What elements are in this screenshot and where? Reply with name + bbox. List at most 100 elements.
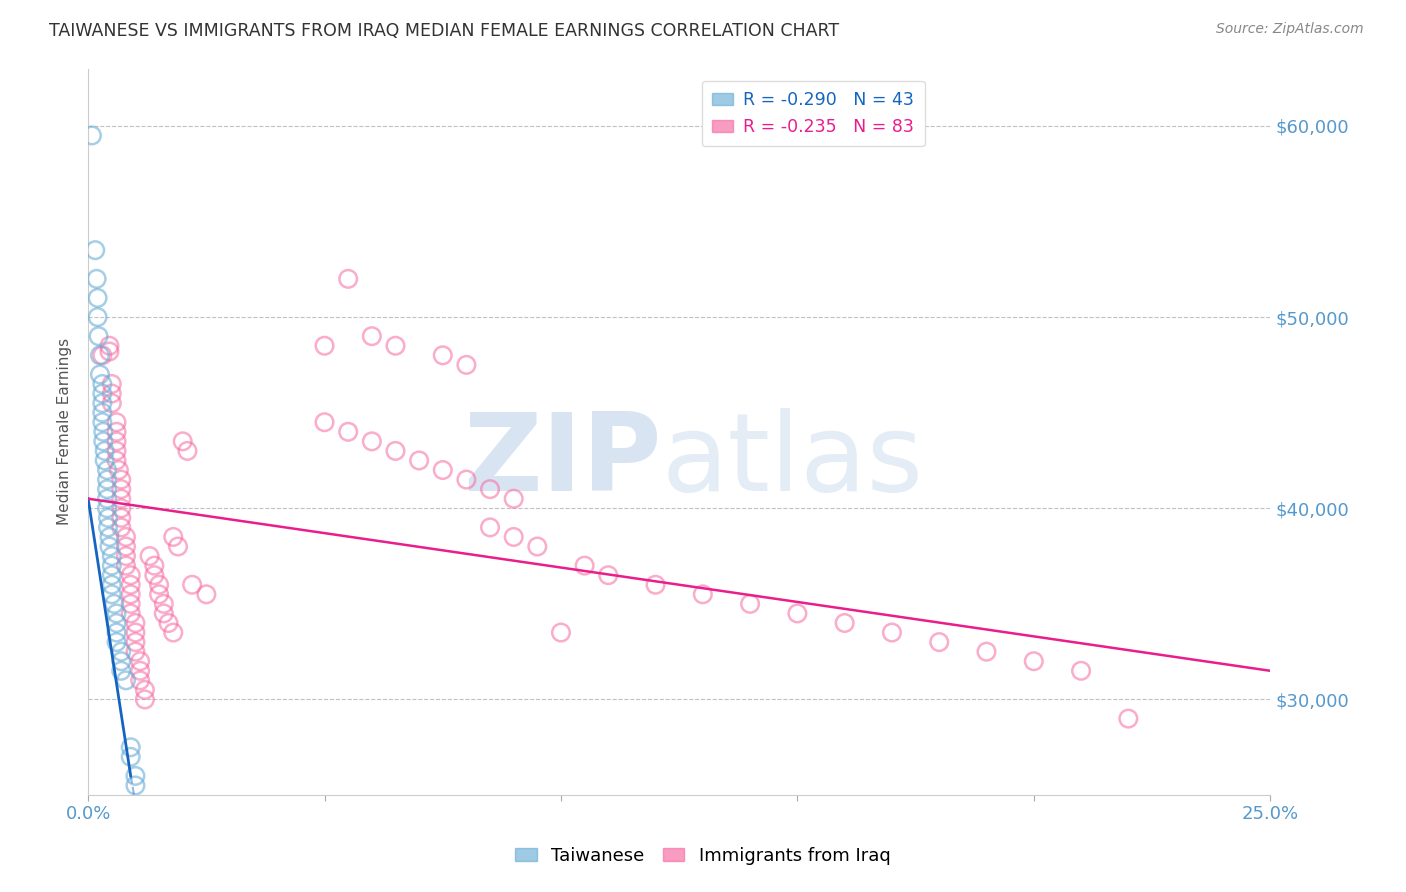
Point [86, 310, 108, 324]
Point [86, 291, 108, 305]
Point [91, 425, 114, 439]
Point [105, 453, 128, 467]
Point [360, 434, 382, 449]
Point [105, 425, 128, 439]
Point [162, 625, 184, 640]
Point [105, 444, 128, 458]
Point [148, 587, 170, 601]
Point [110, 520, 132, 534]
Point [86, 272, 108, 286]
Point [110, 645, 132, 659]
Point [195, 587, 218, 601]
Point [124, 625, 146, 640]
Point [101, 568, 124, 582]
Point [91, 348, 114, 362]
Point [96, 482, 118, 496]
Point [976, 645, 998, 659]
Point [124, 615, 146, 630]
Point [110, 511, 132, 525]
Point [786, 607, 808, 621]
Point [337, 272, 360, 286]
Point [101, 549, 124, 563]
Y-axis label: Median Female Earnings: Median Female Earnings [58, 338, 72, 525]
Point [120, 597, 142, 611]
Point [479, 482, 502, 496]
Point [97, 520, 120, 534]
Point [176, 444, 198, 458]
Point [98, 339, 121, 353]
Point [120, 607, 142, 621]
Point [87, 329, 110, 343]
Point [91, 396, 114, 410]
Point [115, 673, 138, 688]
Point [408, 453, 430, 467]
Point [129, 654, 152, 668]
Point [105, 635, 128, 649]
Text: Source: ZipAtlas.com: Source: ZipAtlas.com [1216, 22, 1364, 37]
Point [928, 635, 950, 649]
Point [181, 578, 204, 592]
Point [148, 578, 170, 592]
Point [502, 491, 524, 506]
Text: TAIWANESE VS IMMIGRANTS FROM IRAQ MEDIAN FEMALE EARNINGS CORRELATION CHART: TAIWANESE VS IMMIGRANTS FROM IRAQ MEDIAN… [49, 22, 839, 40]
Point [1118, 712, 1140, 726]
Point [96, 463, 118, 477]
Point [162, 530, 184, 544]
Point [124, 635, 146, 649]
Point [105, 607, 128, 621]
Point [101, 396, 124, 410]
Point [91, 406, 114, 420]
Point [574, 558, 596, 573]
Point [110, 491, 132, 506]
Point [105, 625, 128, 640]
Point [550, 625, 572, 640]
Point [96, 501, 118, 516]
Point [96, 491, 118, 506]
Point [134, 682, 156, 697]
Point [432, 463, 454, 477]
Point [479, 520, 502, 534]
Point [153, 597, 176, 611]
Point [96, 473, 118, 487]
Point [880, 625, 903, 640]
Point [110, 501, 132, 516]
Point [91, 386, 114, 401]
Point [337, 425, 360, 439]
Point [598, 568, 620, 582]
Point [115, 530, 138, 544]
Point [110, 482, 132, 496]
Point [120, 740, 142, 755]
Point [502, 530, 524, 544]
Point [98, 530, 121, 544]
Point [456, 358, 478, 372]
Point [692, 587, 714, 601]
Point [110, 664, 132, 678]
Legend: R = -0.290   N = 43, R = -0.235   N = 83: R = -0.290 N = 43, R = -0.235 N = 83 [702, 81, 925, 146]
Point [120, 568, 142, 582]
Point [103, 597, 125, 611]
Point [384, 339, 406, 353]
Point [456, 473, 478, 487]
Point [157, 615, 180, 630]
Point [129, 664, 152, 678]
Point [91, 434, 114, 449]
Point [432, 348, 454, 362]
Point [115, 549, 138, 563]
Point [644, 578, 666, 592]
Point [143, 568, 166, 582]
Point [120, 749, 142, 764]
Point [93, 444, 115, 458]
Point [143, 558, 166, 573]
Point [314, 339, 336, 353]
Legend: Taiwanese, Immigrants from Iraq: Taiwanese, Immigrants from Iraq [508, 840, 898, 872]
Point [89, 348, 111, 362]
Point [98, 344, 121, 359]
Point [167, 540, 190, 554]
Point [740, 597, 762, 611]
Point [153, 607, 176, 621]
Point [101, 578, 124, 592]
Point [129, 673, 152, 688]
Point [115, 540, 138, 554]
Point [91, 376, 114, 391]
Point [115, 558, 138, 573]
